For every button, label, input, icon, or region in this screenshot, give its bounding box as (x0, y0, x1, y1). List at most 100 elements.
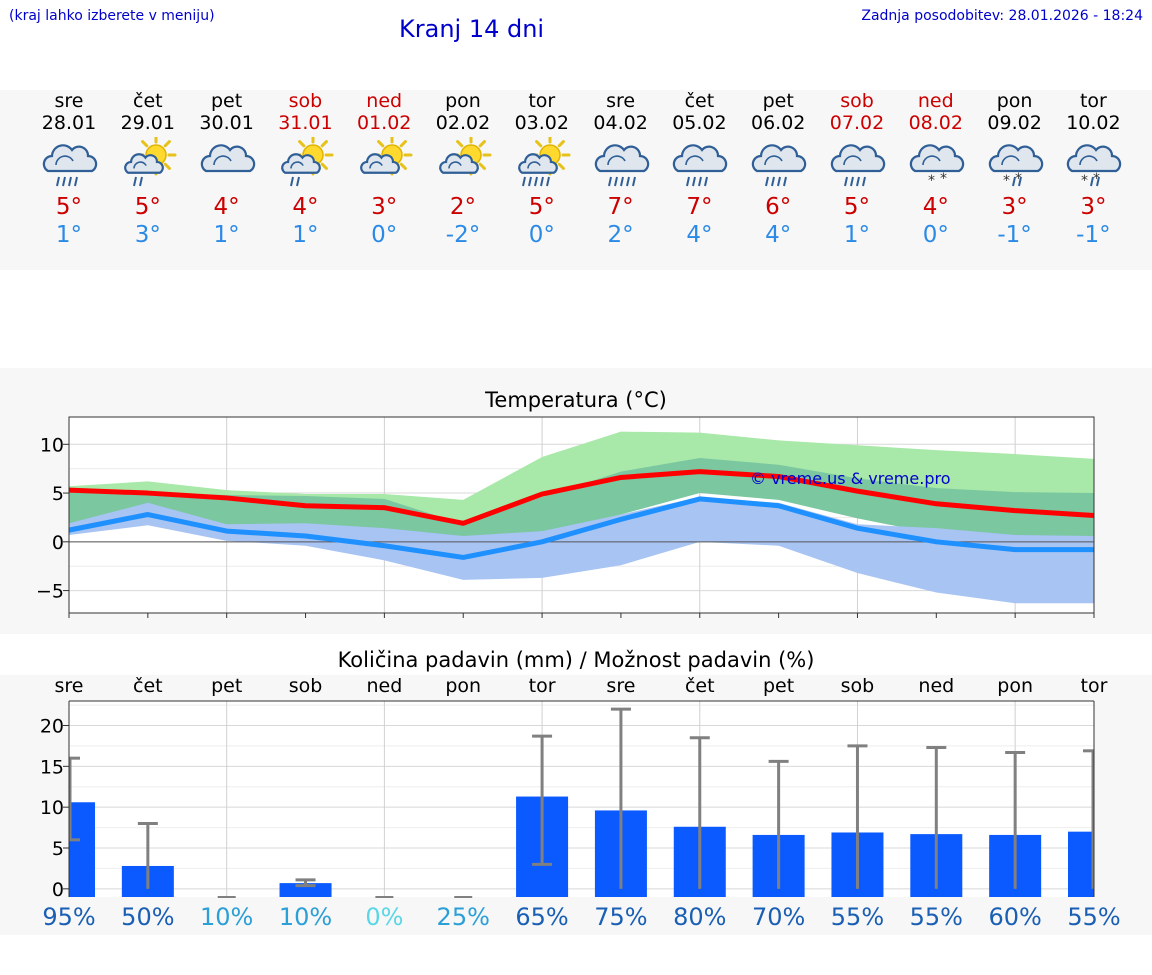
cloud-rain-icon (830, 144, 886, 187)
day-column: sob 31.01 4° 1° (266, 90, 344, 249)
x-category-label: pet (211, 675, 242, 697)
temp-min: -1° (997, 222, 1032, 248)
svg-text:*: * (1003, 173, 1010, 189)
y-tick-label: 5 (52, 483, 64, 505)
precip-chance: 65% (515, 903, 569, 931)
day-name: sob (840, 90, 874, 112)
precipitation-title: Količina padavin (mm) / Možnost padavin … (337, 648, 815, 672)
temp-min: 1° (55, 222, 83, 248)
temp-max: 4° (213, 194, 240, 220)
temp-max: 5° (843, 194, 871, 220)
x-category-label: pon (997, 675, 1033, 697)
precip-chance: 55% (830, 903, 885, 931)
temp-max: 2° (449, 194, 477, 220)
temp-min: 1° (843, 222, 871, 248)
day-name: čet (133, 90, 163, 112)
temp-min: 1° (213, 222, 240, 248)
day-column: ned 01.02 3° 0° (345, 90, 423, 249)
day-date: 03.02 (514, 112, 569, 134)
svg-text:*: * (940, 171, 947, 187)
temp-min: -2° (445, 222, 481, 248)
x-category-label: čet (685, 675, 715, 697)
x-category-label: sob (289, 675, 323, 697)
temp-max: 3° (1001, 194, 1028, 220)
precip-chance: 80% (673, 903, 727, 931)
last-update: Zadnja posodobitev: 28.01.2026 - 18:24 (861, 8, 1143, 24)
precipitation-chart: sre čet pet sob ned pon tor sre čet pet sob ned pon t… (40, 675, 1108, 901)
precip-chance: 60% (988, 903, 1042, 931)
temp-max: 4° (922, 194, 949, 220)
day-column: čet 29.01 5° 3° (109, 90, 187, 249)
page-title: Kranj 14 dni (399, 15, 545, 43)
day-name: tor (528, 90, 556, 112)
svg-text:*: * (1081, 173, 1088, 189)
y-tick-label: −5 (36, 581, 64, 603)
temp-min: -1° (1076, 222, 1111, 248)
precip-chance: 25% (436, 903, 490, 931)
region-hint[interactable]: (kraj lahko izberete v meniju) (9, 8, 215, 24)
day-date: 08.02 (908, 112, 963, 134)
x-category-label: sre (606, 675, 635, 697)
x-category-label: sob (841, 675, 875, 697)
y-tick-label: 0 (52, 879, 64, 901)
x-category-label: pet (763, 675, 794, 697)
y-tick-label: 0 (52, 532, 64, 554)
day-column: čet 05.02 7° 4° (660, 90, 738, 249)
cloud-snow-icon: * * (909, 144, 965, 189)
temp-max: 5° (134, 194, 161, 220)
x-category-label: ned (918, 675, 954, 697)
day-date: 02.02 (435, 112, 491, 134)
day-name: sre (606, 90, 636, 112)
temp-min: 4° (686, 222, 713, 248)
day-column: sre 04.02 7° 2° (582, 90, 660, 249)
day-name: pon (996, 90, 1033, 112)
temp-max: 3° (371, 194, 398, 220)
svg-text:*: * (1015, 171, 1022, 187)
y-tick-label: 10 (40, 797, 64, 819)
cloud-rain-icon (673, 144, 728, 187)
x-category-label: pon (445, 675, 481, 697)
day-column: pet 06.02 6° 4° (739, 90, 817, 249)
day-column: sre 28.01 5° 1° (30, 90, 108, 249)
x-category-label: ned (366, 675, 402, 697)
cloud-heavy-rain-icon (594, 144, 649, 187)
y-tick-label: 10 (40, 434, 64, 456)
temp-min: 0° (528, 222, 555, 248)
temp-min: 0° (922, 222, 949, 248)
watermark: © vreme.us & vreme.pro (750, 469, 951, 488)
day-column: tor 10.02 * * 3° -1° (1054, 90, 1132, 249)
day-date: 07.02 (829, 112, 885, 134)
precip-bar (69, 802, 95, 897)
temp-max: 5° (55, 194, 83, 220)
precip-chance: 0% (365, 903, 404, 931)
x-category-label: tor (529, 675, 556, 697)
precip-chance: 10% (200, 903, 254, 931)
max-temp-line (68, 469, 1095, 526)
precip-chance: 70% (751, 903, 806, 931)
day-column: sob 07.02 5° 1° (818, 90, 896, 249)
svg-text:*: * (928, 173, 935, 189)
temp-min: 4° (765, 222, 792, 248)
cloud-rain-icon (42, 144, 98, 187)
temp-max: 3° (1080, 194, 1107, 220)
day-name: pon (445, 90, 481, 112)
x-category-label: sre (55, 675, 84, 697)
day-column: pon 09.02 * * 3° -1° (976, 90, 1054, 249)
cloud-icon (200, 144, 255, 173)
precip-bar (1068, 831, 1094, 897)
day-date: 09.02 (987, 112, 1042, 134)
day-name: pet (210, 90, 243, 112)
cloud-sleet-icon: * * (988, 144, 1043, 189)
day-date: 30.01 (199, 112, 254, 134)
temp-max: 5° (528, 194, 555, 220)
day-date: 04.02 (593, 112, 648, 134)
cloud-sleet-icon: * * (1067, 144, 1122, 189)
temp-min: 3° (134, 222, 161, 248)
temp-min: 0° (371, 222, 398, 248)
precip-chance: 75% (594, 903, 648, 931)
sun-cloud-icon (360, 137, 413, 176)
day-date: 10.02 (1066, 112, 1121, 134)
sun-cloud-rain-icon (123, 137, 177, 187)
forecast-strip (0, 90, 1152, 270)
day-name: sre (54, 90, 84, 112)
